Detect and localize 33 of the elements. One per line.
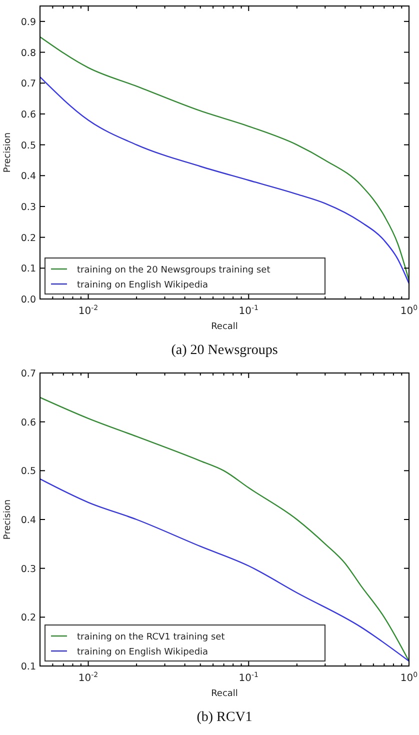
y-tick-label: 0.0 <box>20 294 36 306</box>
text: (a) 20 Newsgroups <box>171 343 278 358</box>
y-tick-label: 0.7 <box>20 78 36 90</box>
y-tick-label: 0.6 <box>20 417 36 428</box>
y-tick-label: 0.3 <box>20 564 36 575</box>
x-tick-label: 10$^{-2}$ <box>78 304 98 317</box>
x-tick-label: 10$^{0}$ <box>400 304 418 317</box>
x-tick-label: 10$^{-2}$ <box>78 671 98 684</box>
legend-label: training on English Wikipedia <box>77 648 208 658</box>
y-axis-title: Precision <box>3 132 13 173</box>
y-tick-label: 0.5 <box>20 466 36 478</box>
y-tick-label: 0.1 <box>20 662 36 672</box>
legend-label: training on English Wikipedia <box>77 280 208 290</box>
x-axis-title: Recall <box>211 689 238 699</box>
x-axis-title: Recall <box>211 322 238 332</box>
y-tick-label: 0.5 <box>20 140 36 152</box>
legend-label: training on the 20 Newsgroups training set <box>77 266 271 276</box>
y-tick-label: 0.7 <box>20 368 36 380</box>
y-tick-label: 0.2 <box>20 612 36 624</box>
x-tick-label: 10$^{-1}$ <box>238 304 258 317</box>
y-tick-label: 0.4 <box>20 515 36 526</box>
y-tick-label: 0.2 <box>20 232 36 244</box>
y-tick-label: 0.8 <box>20 48 36 59</box>
y-tick-label: 0.6 <box>20 109 36 120</box>
text: (b) RCV1 <box>196 710 252 725</box>
y-axis-title: Precision <box>3 499 13 540</box>
legend-label: training on the RCV1 training set <box>77 632 226 642</box>
y-tick-label: 0.9 <box>20 16 36 28</box>
y-tick-label: 0.3 <box>20 202 36 213</box>
x-tick-label: 10$^{-1}$ <box>238 671 258 684</box>
y-tick-label: 0.4 <box>20 171 36 182</box>
y-tick-label: 0.1 <box>20 264 36 275</box>
x-tick-label: 10$^{0}$ <box>400 671 418 684</box>
